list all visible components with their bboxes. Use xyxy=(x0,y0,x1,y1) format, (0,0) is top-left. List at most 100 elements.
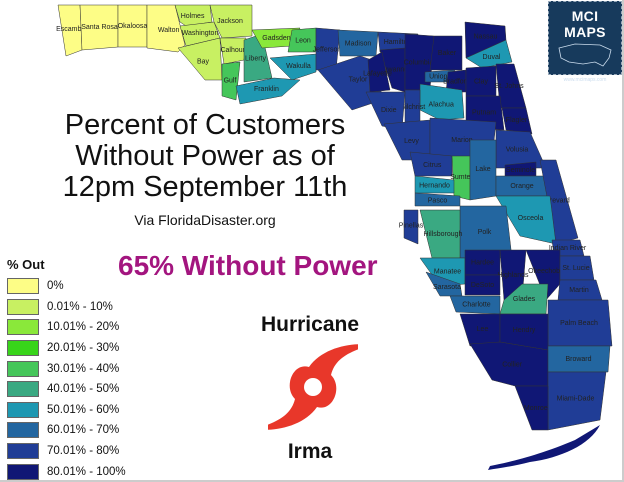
florida-keys xyxy=(488,425,600,470)
county-label: Holmes xyxy=(181,13,205,20)
legend-item: 20.01% - 30% xyxy=(7,338,126,359)
county-label: Suwannee xyxy=(379,67,412,74)
county-jackson xyxy=(209,4,253,39)
county-label: Martin xyxy=(569,287,589,294)
county-label: Wakulla xyxy=(286,63,311,70)
county-label: Hillsborough xyxy=(424,231,463,238)
county-flagler xyxy=(501,107,533,135)
county-label: Lake xyxy=(475,166,490,173)
legend-swatch xyxy=(7,381,39,398)
legend-swatch xyxy=(7,401,39,418)
legend-item: 40.01% - 50% xyxy=(7,379,126,400)
hurricane-icon xyxy=(268,344,358,430)
source-text: Via FloridaDisaster.org xyxy=(134,212,276,228)
county-label: Osceola xyxy=(518,215,544,222)
legend-item: 10.01% - 20% xyxy=(7,317,126,338)
county-glades xyxy=(499,283,549,315)
county-label: Monroe xyxy=(524,405,548,412)
legend-label: 20.01% - 30% xyxy=(47,342,120,355)
county-label: Leon xyxy=(295,38,311,45)
headline: 65% Without Power xyxy=(118,250,378,281)
county-label: Brevard xyxy=(545,198,570,205)
legend-item: 0.01% - 10% xyxy=(7,297,126,318)
legend-label: 10.01% - 20% xyxy=(47,321,120,334)
county-label: Bradford xyxy=(443,79,470,86)
title-line-1: Percent of Customers xyxy=(64,109,346,141)
county-label: Highlands xyxy=(497,272,529,279)
irma-label: Irma xyxy=(287,440,333,463)
county-pinellas xyxy=(403,209,419,245)
legend-swatch xyxy=(7,278,39,295)
county-label: Polk xyxy=(478,229,492,236)
legend-label: 60.01% - 70% xyxy=(47,424,120,437)
logo-url: www.mcimaps.com xyxy=(563,77,607,83)
legend-swatch xyxy=(7,360,39,377)
county-label: Alachua xyxy=(429,101,454,108)
legend: % Out 0% 0.01% - 10% 10.01% - 20% 20.01% - … xyxy=(7,257,126,480)
legend-label: 0.01% - 10% xyxy=(47,300,113,313)
county-label: Calhoun xyxy=(220,47,246,54)
title-line-3: 12pm September 11th xyxy=(62,171,348,203)
county-label: Jefferson xyxy=(313,47,342,54)
legend-item: 60.01% - 70% xyxy=(7,420,126,441)
county-desoto xyxy=(464,274,501,296)
county-label: Hamilton xyxy=(384,39,412,46)
county-label: Levy xyxy=(404,138,419,145)
county-label: Washington xyxy=(182,30,219,37)
county-citrus xyxy=(409,151,453,177)
usa-map-icon xyxy=(558,43,612,67)
county-label: St. Lucie xyxy=(562,265,589,272)
county-label: Collier xyxy=(502,362,523,369)
county-label: Manatee xyxy=(434,269,461,276)
county-label: Marion xyxy=(451,137,473,144)
county-label: Hardee xyxy=(471,260,494,267)
county-label: Duval xyxy=(483,54,501,61)
county-monroe xyxy=(514,385,549,431)
legend-label: 30.01% - 40% xyxy=(47,362,120,375)
legend-swatch xyxy=(7,463,39,480)
county-label: Gilchrist xyxy=(400,104,425,111)
legend-label: 40.01% - 50% xyxy=(47,383,120,396)
county-label: Baker xyxy=(438,50,457,57)
legend-label: 70.01% - 80% xyxy=(47,445,120,458)
county-label: Liberty xyxy=(245,56,267,63)
county-label: Jackson xyxy=(217,18,243,25)
county-label: Hendry xyxy=(513,327,536,334)
legend-item: 30.01% - 40% xyxy=(7,358,126,379)
legend-swatch xyxy=(7,298,39,315)
legend-swatch xyxy=(7,422,39,439)
county-label: Indian River xyxy=(549,245,587,252)
county-label: Lee xyxy=(477,326,489,333)
county-label: Santa Rosa xyxy=(81,24,118,31)
county-label: Clay xyxy=(474,79,489,86)
county-label: Gulf xyxy=(224,78,237,85)
county-label: Glades xyxy=(513,296,536,303)
county-lafayette xyxy=(367,51,391,93)
county-gulf xyxy=(221,61,241,101)
county-label: Bay xyxy=(197,59,210,66)
legend-swatch xyxy=(7,443,39,460)
legend-swatch xyxy=(7,340,39,357)
county-label: Broward xyxy=(565,356,591,363)
legend-swatch xyxy=(7,319,39,336)
county-label: Walton xyxy=(158,27,180,34)
legend-label: 80.01% - 100% xyxy=(47,465,126,478)
county-label: Okaloosa xyxy=(118,23,148,30)
county-label: Lafayette xyxy=(363,71,392,78)
county-duval xyxy=(465,39,513,69)
county-label: Madison xyxy=(345,41,372,48)
county-label: Palm Beach xyxy=(560,320,598,327)
county-label: Okeechobee xyxy=(528,268,568,275)
map-title: Percent of Customers Without Power as of… xyxy=(40,110,370,203)
logo-text: MCI MAPS xyxy=(564,8,606,40)
county-franklin xyxy=(235,77,301,105)
county-label: Putnam xyxy=(472,110,496,117)
legend-item: 0% xyxy=(7,276,126,297)
county-label: Citrus xyxy=(423,162,442,169)
county-label: Seminole xyxy=(506,167,535,174)
legend-title: % Out xyxy=(7,257,45,272)
legend-label: 0% xyxy=(47,280,64,293)
county-label: Gadsden xyxy=(262,35,291,42)
